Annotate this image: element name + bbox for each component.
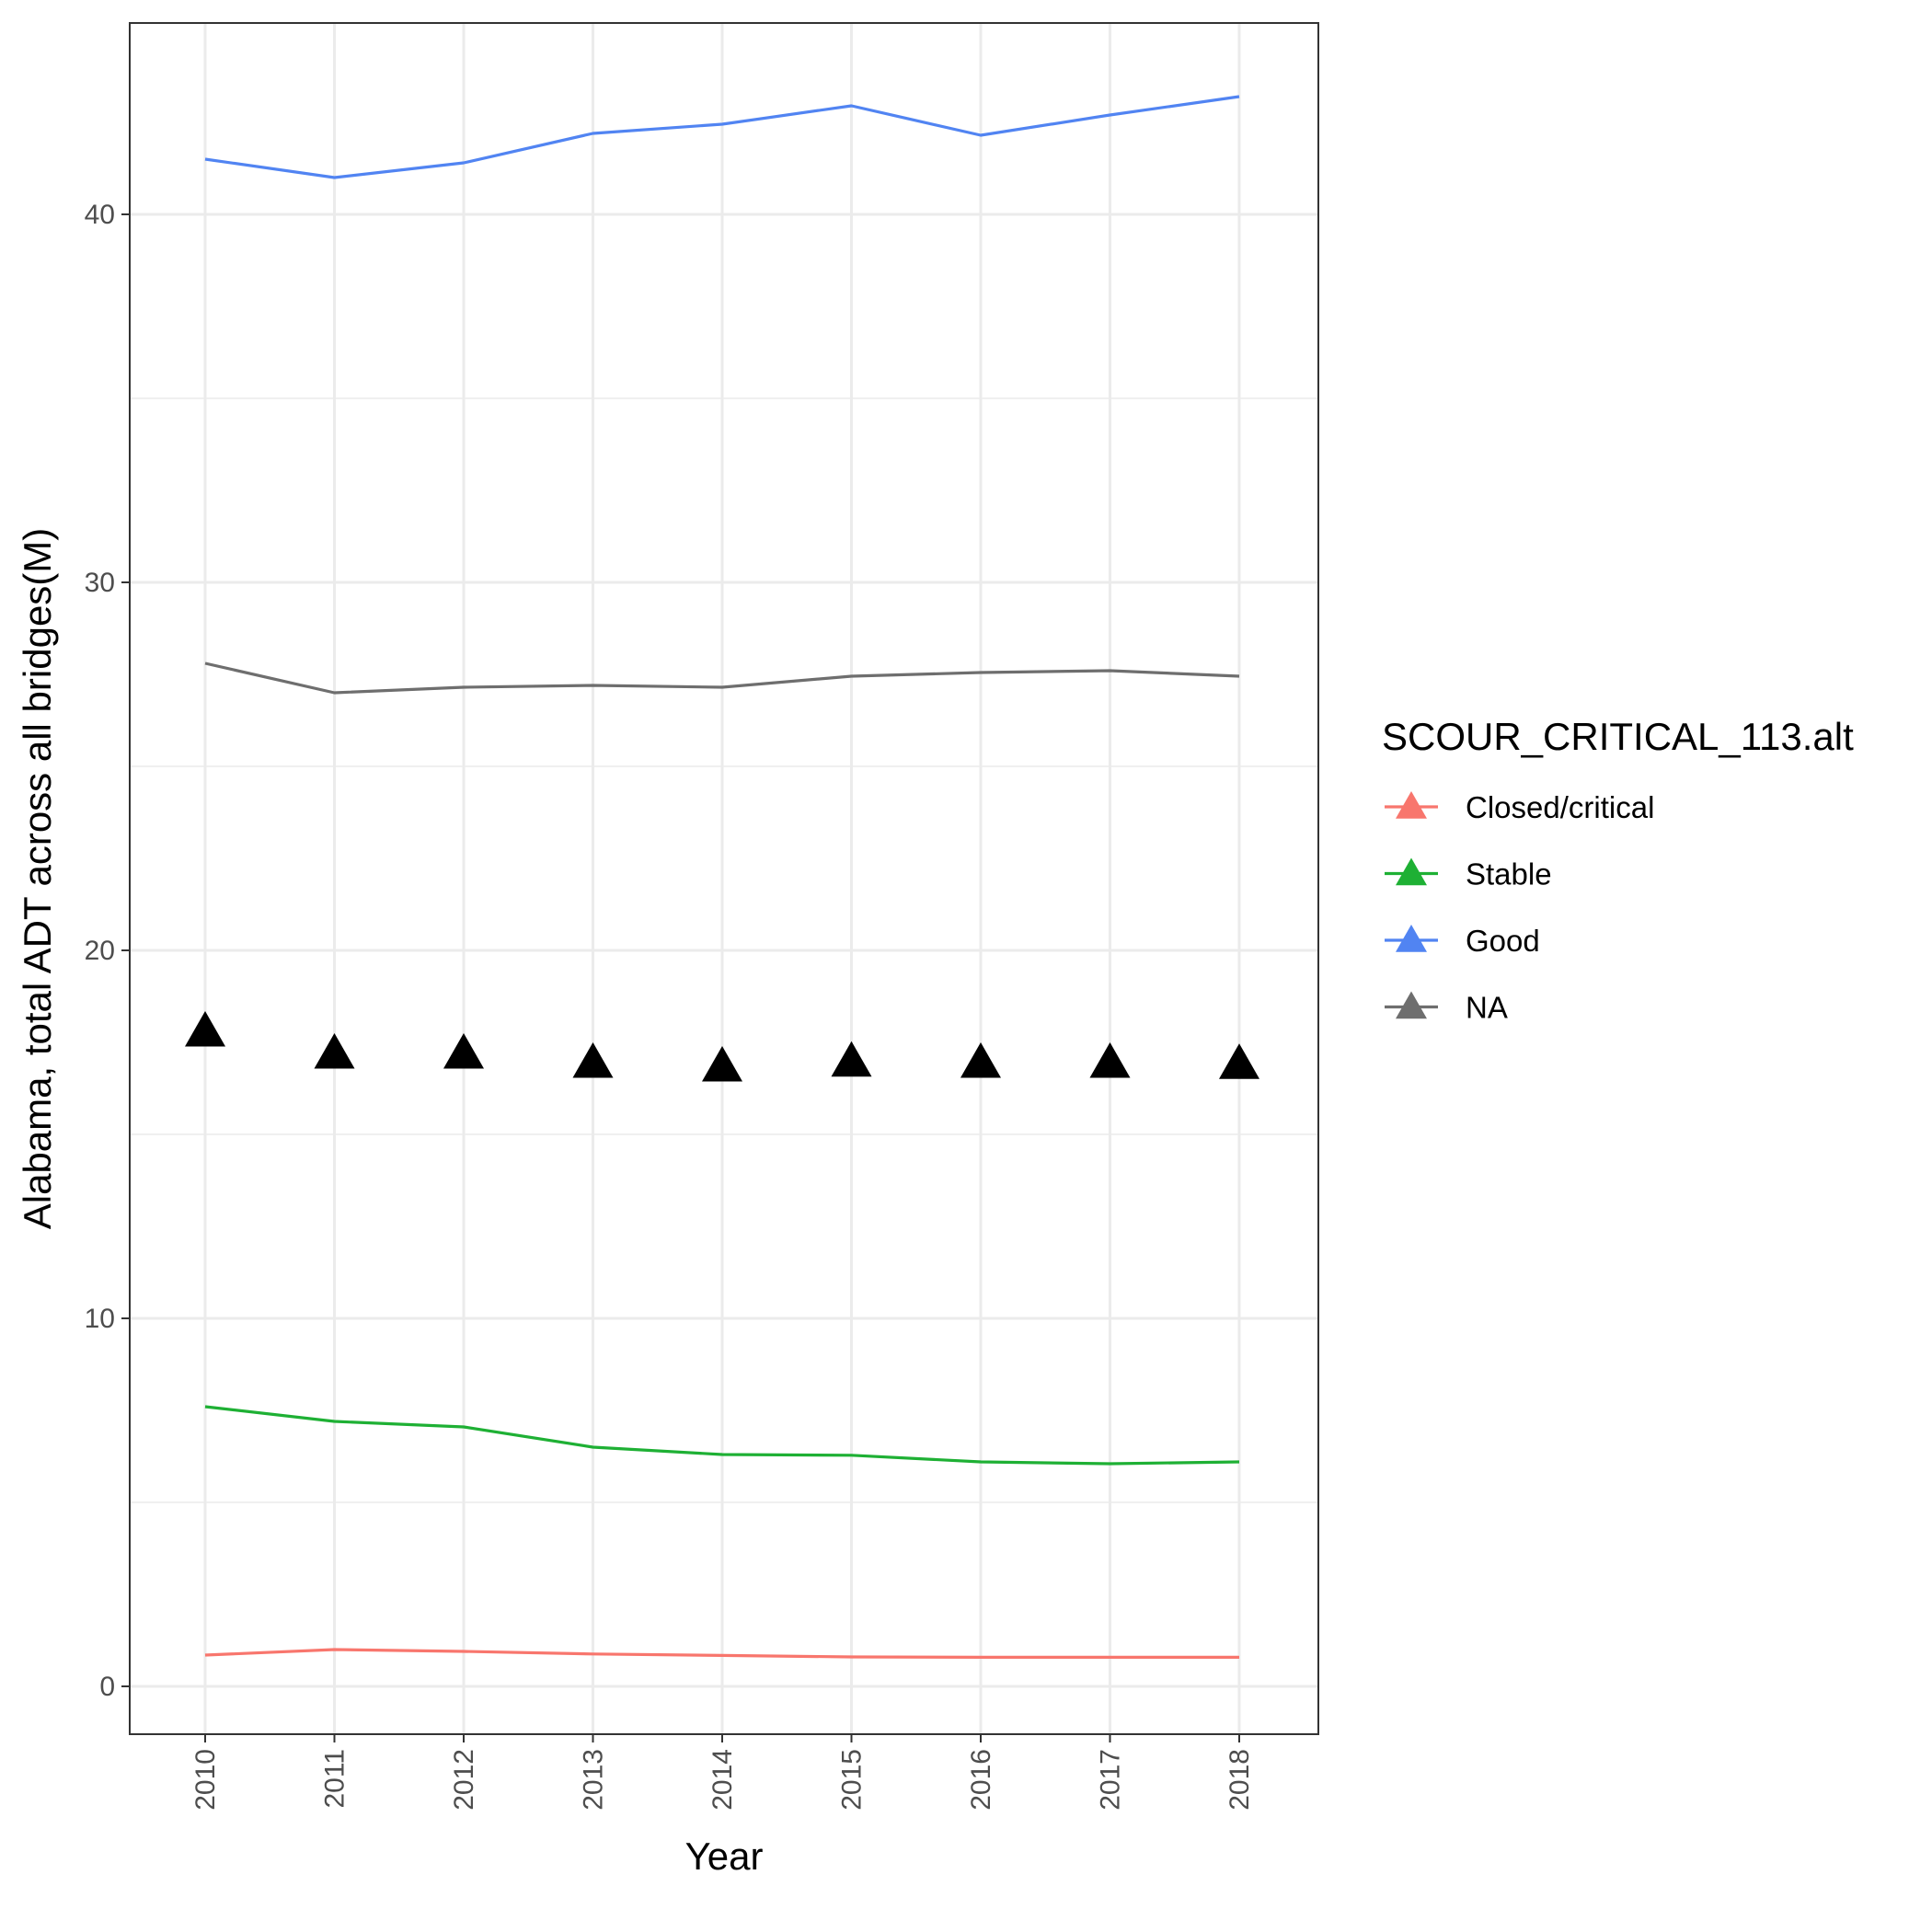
triangle-marker [1089, 1042, 1131, 1078]
series-line-closed-critical [204, 1648, 1239, 1660]
legend-item-na: NA [1385, 991, 1508, 1025]
series-line-good [204, 95, 1240, 179]
series-line-stable [204, 1405, 1240, 1466]
triangle-marker [572, 1042, 614, 1078]
triangle-marker [960, 1042, 1001, 1078]
y-axis-title: Alabama, total ADT across all bridges(M) [16, 528, 59, 1230]
x-tick-label: 2015 [837, 1749, 868, 1811]
x-tick-label: 2010 [190, 1749, 221, 1811]
legend-triangle-icon [1396, 791, 1427, 819]
legend-item-stable: Stable [1385, 857, 1552, 891]
y-tick-label: 20 [85, 936, 115, 966]
x-tick-label: 2017 [1096, 1749, 1126, 1811]
legend-label: Good [1466, 924, 1540, 958]
x-tick-label: 2012 [449, 1749, 479, 1811]
triangle-marker [1219, 1043, 1259, 1079]
triangle-marker [185, 1011, 225, 1047]
y-tick-label: 30 [85, 568, 115, 598]
x-tick-label: 2011 [320, 1749, 351, 1809]
y-axis: 0 10 20 30 40 [85, 200, 130, 1702]
legend-label: NA [1466, 991, 1508, 1025]
x-tick-label: 2014 [707, 1749, 738, 1811]
legend-item-closed-critical: Closed/critical [1385, 790, 1654, 824]
series-line-na [204, 661, 1240, 695]
series-lines [204, 95, 1240, 1660]
x-axis-title: Year [685, 1834, 764, 1878]
y-tick-label: 40 [85, 200, 115, 230]
x-tick-label: 2016 [966, 1749, 996, 1811]
triangle-marker [443, 1033, 484, 1069]
y-tick-label: 10 [85, 1304, 115, 1334]
legend: SCOUR_CRITICAL_113.alt Closed/critical St… [1382, 715, 1854, 1025]
x-tick-label: 2013 [579, 1749, 609, 1811]
y-tick-label: 0 [99, 1672, 115, 1702]
x-tick-label: 2018 [1225, 1749, 1255, 1811]
legend-label: Closed/critical [1466, 790, 1654, 824]
legend-triangle-icon [1396, 925, 1427, 952]
legend-triangle-icon [1396, 857, 1427, 886]
grid [130, 23, 1318, 1734]
legend-item-good: Good [1385, 924, 1540, 958]
triangle-marker [702, 1046, 742, 1082]
legend-label: Stable [1466, 857, 1552, 891]
triangle-marker [831, 1041, 872, 1077]
x-axis: 2010 2011 2012 2013 2014 2015 2016 2017 2018 [190, 1734, 1255, 1811]
series-markers [185, 1011, 1259, 1082]
plot-border [129, 22, 1319, 1735]
triangle-marker [314, 1033, 355, 1069]
legend-triangle-icon [1396, 991, 1427, 1019]
legend-title: SCOUR_CRITICAL_113.alt [1382, 715, 1854, 758]
